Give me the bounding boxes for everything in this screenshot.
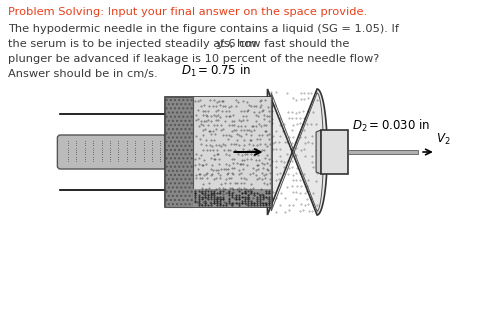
Polygon shape bbox=[267, 89, 327, 215]
Bar bbox=[321, 130, 348, 174]
Bar bbox=[193, 189, 272, 207]
Text: The hypodermic needle in the figure contains a liquid (SG = 1.05). If: The hypodermic needle in the figure cont… bbox=[8, 24, 399, 34]
Bar bbox=[165, 97, 272, 207]
Text: plunger be advanced if leakage is 10 percent of the needle flow?: plunger be advanced if leakage is 10 per… bbox=[8, 54, 379, 64]
Text: Answer should be in cm/s.: Answer should be in cm/s. bbox=[8, 69, 157, 79]
Text: the serum is to be injected steadily at 6 cm: the serum is to be injected steadily at … bbox=[8, 39, 256, 49]
Text: $D_2 = 0.030\ \mathrm{in}$: $D_2 = 0.030\ \mathrm{in}$ bbox=[352, 118, 430, 134]
Text: 3: 3 bbox=[215, 42, 220, 51]
Bar bbox=[193, 97, 272, 207]
Text: /s, how fast should the: /s, how fast should the bbox=[220, 39, 349, 49]
Polygon shape bbox=[316, 130, 321, 174]
FancyBboxPatch shape bbox=[57, 135, 168, 169]
Text: $D_1 = 0.75\ \mathrm{in}$: $D_1 = 0.75\ \mathrm{in}$ bbox=[181, 63, 251, 79]
Bar bbox=[348, 150, 418, 154]
Bar bbox=[165, 97, 193, 207]
Text: $V_2$: $V_2$ bbox=[436, 132, 450, 147]
Text: Problem Solving: Input your final answer on the space provide.: Problem Solving: Input your final answer… bbox=[8, 7, 367, 17]
